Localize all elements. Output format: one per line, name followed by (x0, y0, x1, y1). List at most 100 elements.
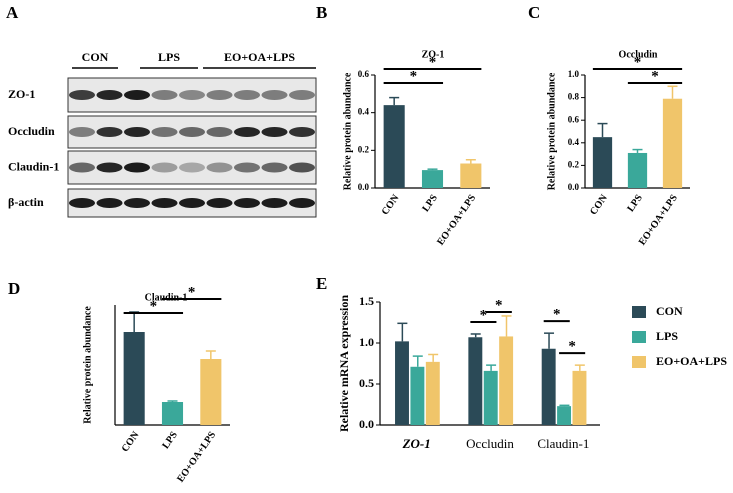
panel-label: A (6, 3, 19, 22)
chart-title: ZO-1 (422, 49, 445, 60)
bar (123, 332, 145, 425)
x-tick-label: CON (588, 192, 610, 217)
bar (483, 370, 498, 425)
bar (161, 402, 184, 425)
x-tick-label: ZO-1 (402, 436, 431, 451)
blot-band (234, 127, 260, 137)
significance-label: * (410, 68, 418, 84)
y-axis-label: Relative protein abundance (546, 72, 557, 190)
blot-band (179, 162, 205, 173)
significance-label: * (495, 297, 503, 313)
x-tick-label: CON (120, 429, 142, 454)
blot-group-label: CON (82, 50, 109, 64)
significance-label: * (634, 54, 642, 70)
blot-row-label: Claudin-1 (8, 159, 59, 173)
blot-band (206, 162, 233, 173)
blot-band (124, 198, 150, 208)
blot-band (96, 90, 123, 100)
blot-band (124, 127, 150, 137)
y-tick-label: 1.5 (359, 294, 374, 308)
y-tick-label: 1.0 (568, 69, 580, 79)
blot-band (69, 162, 95, 173)
bar (592, 137, 613, 188)
legend-swatch (632, 306, 646, 318)
x-tick-label: EO+OA+LPS (175, 429, 218, 484)
blot-group-label: LPS (158, 50, 180, 64)
y-tick-label: 0.6 (568, 114, 580, 124)
blot-band (234, 162, 260, 173)
panel-label: E (316, 274, 327, 293)
bar (627, 152, 648, 188)
y-tick-label: 0.0 (568, 182, 580, 192)
bar (557, 406, 572, 425)
legend-label: LPS (656, 329, 678, 343)
bar (541, 348, 556, 425)
blot-band (179, 198, 205, 208)
blot-band (179, 90, 205, 100)
x-tick-label: EO+OA+LPS (435, 192, 478, 247)
y-tick-label: 0.2 (358, 144, 370, 154)
blot-band (234, 90, 260, 100)
bar (662, 98, 683, 188)
significance-label: * (188, 284, 196, 300)
blot-band (234, 198, 260, 208)
bar (572, 370, 587, 425)
blot-band (96, 127, 123, 137)
legend-label: CON (656, 304, 683, 318)
significance-label: * (651, 68, 659, 84)
blot-band (206, 127, 233, 137)
panel-label: D (8, 279, 20, 298)
significance-label: * (553, 307, 561, 323)
legend-swatch (632, 331, 646, 343)
y-tick-label: 0.4 (568, 137, 580, 147)
blot-band (261, 127, 288, 137)
bar (383, 105, 405, 188)
chart-title: Claudin-1 (145, 292, 188, 303)
blot-band (261, 162, 288, 173)
x-tick-label: Occludin (466, 436, 514, 451)
blot-band (289, 198, 315, 208)
x-tick-label: LPS (625, 192, 645, 214)
significance-label: * (480, 307, 488, 323)
chart-title: Occludin (619, 49, 658, 60)
bar (395, 341, 409, 425)
y-tick-label: 0.2 (568, 159, 580, 169)
y-tick-label: 0.6 (358, 69, 370, 79)
blot-band (289, 127, 315, 137)
blot-row-label: ZO-1 (8, 87, 35, 101)
bar (410, 366, 425, 425)
x-tick-label: Claudin-1 (537, 436, 589, 451)
y-tick-label: 0.5 (359, 376, 374, 390)
y-axis-label: Relative protein abundance (82, 306, 93, 424)
bar (200, 359, 222, 425)
panel-label: B (316, 3, 327, 22)
blot-row-label: Occludin (8, 124, 55, 138)
x-tick-label: CON (380, 192, 402, 217)
blot-band (124, 90, 150, 100)
blot-band (69, 90, 95, 100)
y-axis-label: Relative protein abundance (342, 72, 353, 190)
significance-label: * (150, 298, 158, 314)
legend-swatch (632, 356, 646, 368)
x-tick-label: LPS (420, 192, 440, 214)
panel-label: C (528, 3, 540, 22)
blot-group-label: EO+OA+LPS (224, 50, 295, 64)
bar (425, 361, 440, 425)
y-tick-label: 0.0 (358, 182, 370, 192)
blot-band (96, 198, 123, 208)
y-tick-label: 1.0 (359, 335, 374, 349)
significance-label: * (429, 54, 437, 70)
blot-band (261, 90, 288, 100)
blot-band (69, 198, 95, 208)
bar (468, 337, 483, 425)
y-axis-label: Relative mRNA expression (337, 295, 351, 432)
blot-band (151, 127, 178, 137)
blot-band (151, 162, 178, 173)
blot-band (179, 127, 205, 137)
bar (460, 163, 482, 188)
blot-band (69, 127, 95, 137)
blot-band (151, 198, 178, 208)
blot-band (151, 90, 178, 100)
blot-band (206, 198, 233, 208)
